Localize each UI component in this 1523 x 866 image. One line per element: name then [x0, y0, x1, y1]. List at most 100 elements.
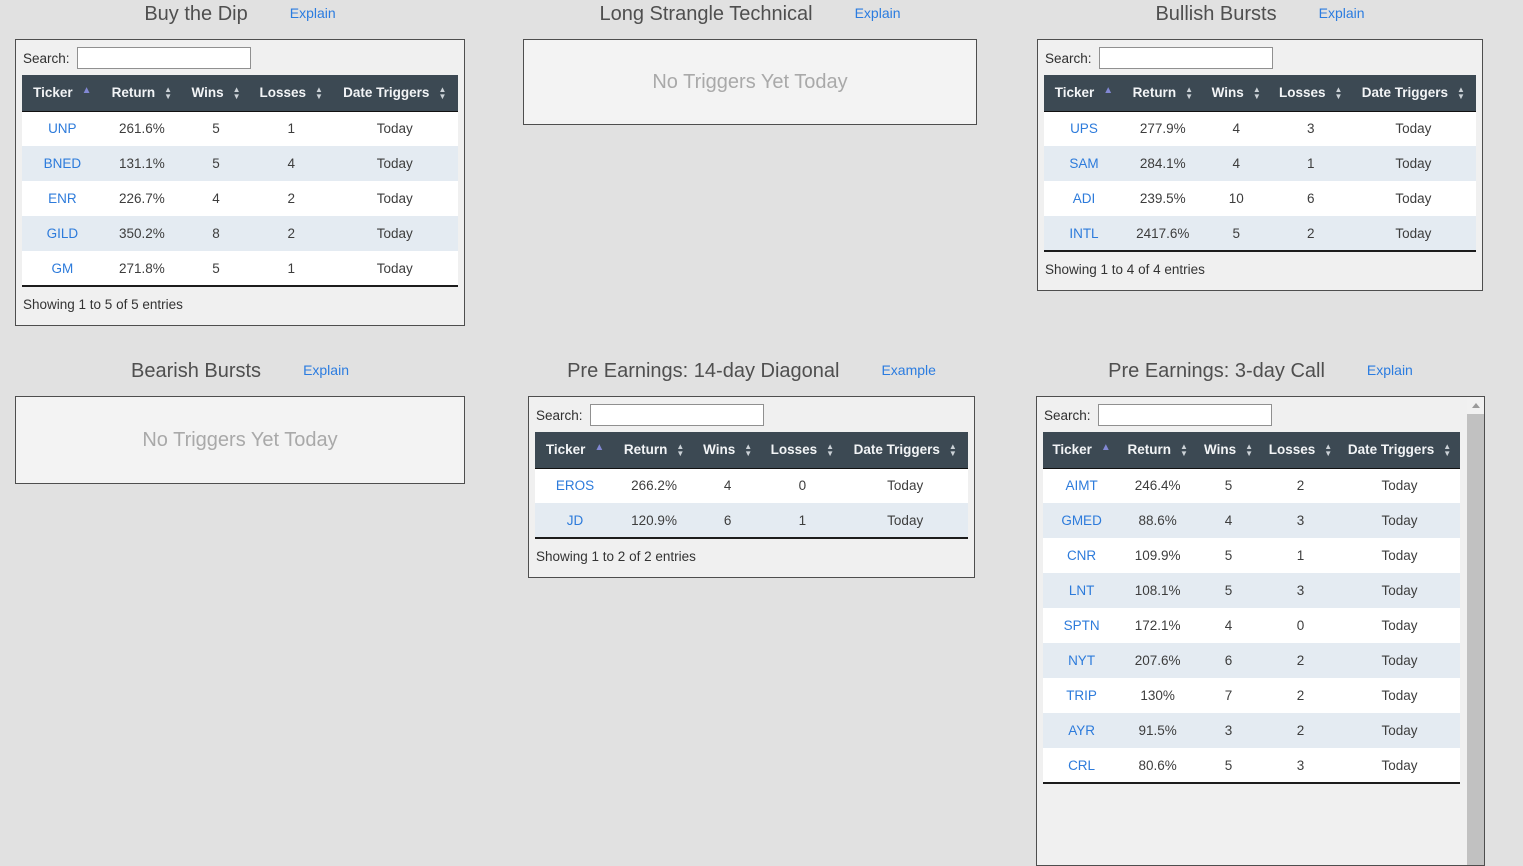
wins-cell: 4	[723, 478, 732, 494]
table-row: UPS 277.9% 4 3 Today	[1044, 111, 1476, 146]
losses-cell: 0	[1296, 618, 1305, 633]
ticker-link[interactable]: ADI	[1072, 191, 1096, 206]
ticker-cell: BNED	[22, 146, 103, 181]
wins-cell: 4	[212, 191, 220, 206]
column-header-date-triggers[interactable]: Date Triggers ▲ ▼	[331, 75, 458, 112]
ticker-cell: SAM	[1044, 146, 1124, 181]
column-header-losses[interactable]: Losses ▲ ▼	[762, 432, 843, 469]
column-header-return[interactable]: Return ▲ ▼	[102, 75, 182, 112]
losses-cell: 0	[798, 478, 807, 494]
losses-cell: 6	[1306, 191, 1315, 206]
ticker-link[interactable]: GILD	[46, 226, 79, 241]
sort-both-icon: ▲ ▼	[1443, 441, 1452, 458]
scroll-thumb[interactable]	[1467, 414, 1484, 865]
search-input[interactable]	[1097, 404, 1272, 426]
losses-cell: 3	[1296, 583, 1305, 598]
table-row: SPTN 172.1% 4 0 Today	[1043, 608, 1460, 643]
return-cell: 266.2%	[631, 478, 677, 494]
column-header-wins[interactable]: Wins ▲ ▼	[181, 75, 251, 112]
ticker-link[interactable]: GM	[51, 260, 74, 276]
ticker-cell: JD	[535, 503, 615, 538]
ticker-link[interactable]: CRL	[1068, 757, 1096, 773]
date-triggers-cell: Today	[1381, 653, 1418, 668]
return-cell: 277.9%	[1139, 121, 1186, 137]
ticker-link[interactable]: JD	[566, 512, 584, 528]
ticker-link[interactable]: UPS	[1070, 121, 1098, 137]
ticker-link[interactable]: SAM	[1069, 156, 1099, 171]
column-label: Wins	[1211, 85, 1244, 101]
ticker-link[interactable]: ENR	[48, 191, 77, 206]
ticker-link[interactable]: AYR	[1068, 723, 1095, 738]
panel-header: Pre Earnings: 3-day Call Explain	[1036, 360, 1485, 390]
panel-buy-the-dip: Buy the Dip Explain Search: Ticker ▲ Retur…	[15, 3, 465, 326]
column-header-date-triggers[interactable]: Date Triggers ▲ ▼	[1339, 432, 1460, 469]
column-header-wins[interactable]: Wins ▲ ▼	[1201, 75, 1271, 112]
date-triggers-cell: Today	[1381, 723, 1418, 738]
ticker-link[interactable]: TRIP	[1066, 688, 1097, 703]
explain-link[interactable]: Explain	[1366, 362, 1413, 378]
page-title: Pre Earnings: 14-day Diagonal	[567, 360, 840, 382]
column-header-losses[interactable]: Losses ▲ ▼	[250, 75, 332, 112]
explain-link[interactable]: Explain	[303, 362, 349, 378]
sort-both-icon: ▲ ▼	[744, 441, 753, 458]
search-input[interactable]	[1098, 47, 1273, 69]
search-input[interactable]	[76, 47, 251, 69]
ticker-cell: GILD	[22, 216, 103, 251]
column-label: Ticker	[545, 442, 586, 458]
ticker-link[interactable]: UNP	[48, 121, 77, 137]
sort-ascending-icon: ▲	[81, 85, 92, 97]
column-header-return[interactable]: Return ▲ ▼	[615, 432, 694, 469]
table-row: NYT 207.6% 6 2 Today	[1043, 643, 1460, 678]
ticker-link[interactable]: NYT	[1068, 653, 1096, 668]
losses-cell: 2	[1296, 478, 1305, 494]
ticker-link[interactable]: AIMT	[1065, 478, 1098, 494]
date-triggers-cell: Today	[887, 478, 924, 494]
column-header-return[interactable]: Return ▲ ▼	[1123, 75, 1202, 112]
column-header-losses[interactable]: Losses ▲ ▼	[1270, 75, 1351, 112]
column-label: Return	[1127, 442, 1171, 458]
column-header-ticker[interactable]: Ticker ▲	[1043, 432, 1121, 469]
column-header-date-triggers[interactable]: Date Triggers ▲ ▼	[1350, 75, 1476, 112]
column-header-wins[interactable]: Wins ▲ ▼	[693, 432, 763, 469]
ticker-cell: ADI	[1044, 181, 1124, 216]
column-header-return[interactable]: Return ▲ ▼	[1120, 432, 1196, 469]
table-row: INTL 2417.6% 5 2 Today	[1044, 216, 1476, 251]
column-label: Date Triggers	[343, 85, 430, 101]
losses-cell: 1	[1306, 156, 1315, 171]
ticker-link[interactable]: LNT	[1068, 583, 1095, 598]
ticker-cell: ENR	[22, 181, 103, 216]
column-header-ticker[interactable]: Ticker ▲	[22, 75, 103, 112]
scroll-up-button[interactable]	[1467, 397, 1484, 414]
explain-link[interactable]: Explain	[1318, 5, 1365, 21]
ticker-link[interactable]: CNR	[1066, 548, 1097, 563]
sort-both-icon: ▲ ▼	[1334, 84, 1343, 101]
ticker-link[interactable]: INTL	[1069, 225, 1099, 241]
ticker-link[interactable]: SPTN	[1063, 618, 1100, 633]
triggers-table: Ticker ▲ Return ▲ ▼ Wins ▲ ▼ Losses ▲ ▼ Date Trigge…	[1044, 75, 1476, 252]
ticker-link[interactable]: EROS	[555, 478, 595, 494]
ticker-link[interactable]: GMED	[1061, 513, 1102, 528]
scrollbar[interactable]	[1467, 397, 1484, 865]
return-cell: 131.1%	[118, 156, 165, 171]
column-header-losses[interactable]: Losses ▲ ▼	[1261, 432, 1340, 469]
column-header-ticker[interactable]: Ticker ▲	[535, 432, 616, 469]
column-header-wins[interactable]: Wins ▲ ▼	[1195, 432, 1262, 469]
table-header-row: Ticker ▲ Return ▲ ▼ Wins ▲ ▼ Losses ▲ ▼ Date Trigge…	[535, 432, 968, 469]
return-cell: 261.6%	[118, 121, 165, 137]
return-cell: 2417.6%	[1136, 225, 1190, 241]
column-header-date-triggers[interactable]: Date Triggers ▲ ▼	[842, 432, 968, 469]
ticker-link[interactable]: BNED	[43, 156, 82, 171]
wins-cell: 5	[1224, 757, 1233, 773]
column-header-ticker[interactable]: Ticker ▲	[1044, 75, 1124, 112]
explain-link[interactable]: Explain	[289, 5, 336, 21]
example-link[interactable]: Example	[881, 362, 936, 378]
date-triggers-cell: Today	[1395, 191, 1432, 206]
column-label: Losses	[1278, 85, 1326, 101]
sort-ascending-icon: ▲	[1103, 85, 1114, 97]
column-label: Losses	[259, 85, 306, 101]
explain-link[interactable]: Explain	[854, 5, 901, 21]
wins-cell: 5	[1224, 548, 1233, 563]
ticker-cell: UPS	[1044, 111, 1124, 146]
table-row: TRIP 130% 7 2 Today	[1043, 678, 1460, 713]
search-input[interactable]	[589, 404, 764, 426]
